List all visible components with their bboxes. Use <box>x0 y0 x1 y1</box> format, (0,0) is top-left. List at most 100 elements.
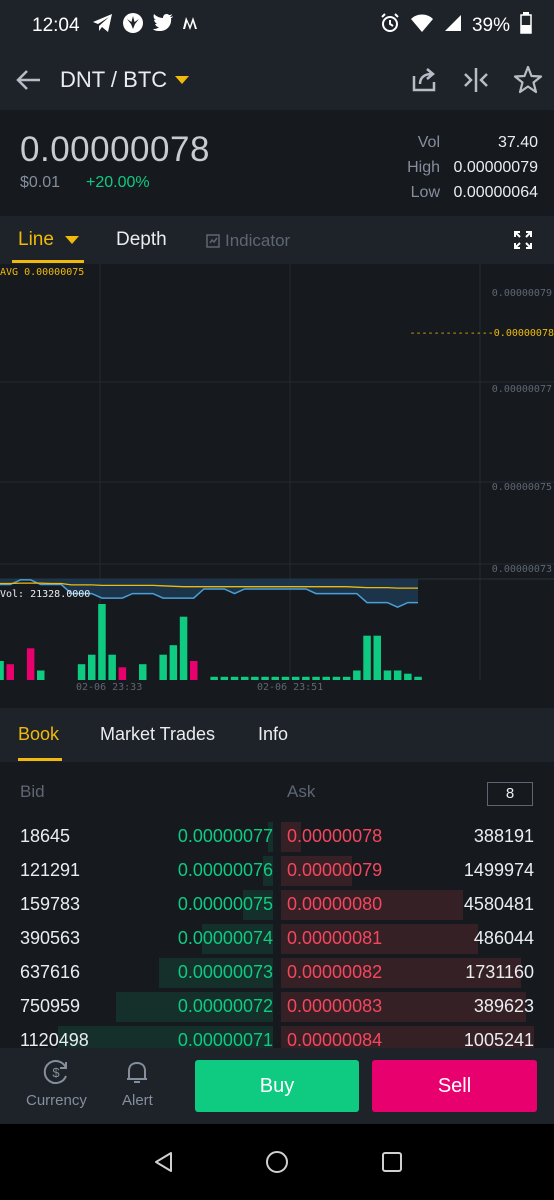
sell-button[interactable]: Sell <box>372 1060 537 1112</box>
ask-price: 0.00000081 <box>287 928 383 948</box>
pair-selector[interactable]: DNT / BTC <box>60 67 190 93</box>
bid-quantity: 390563 <box>20 928 81 948</box>
ask-quantity: 1499974 <box>463 860 534 880</box>
bid-quantity: 637616 <box>20 962 81 982</box>
bid-quantity: 159783 <box>20 894 81 914</box>
volume-bar <box>179 616 188 680</box>
system-nav-bar <box>0 1124 554 1200</box>
current-price-label: 0.00000078 <box>493 328 554 339</box>
tab-info[interactable]: Info <box>258 724 289 744</box>
order-book-row[interactable]: 637616 0.00000073 0.00000082 1731160 <box>0 956 554 990</box>
order-book-row[interactable]: 159783 0.00000075 0.00000080 4580481 <box>0 888 554 922</box>
ask-depth-bar <box>281 924 478 954</box>
ask-price: 0.00000083 <box>287 996 383 1016</box>
buy-button[interactable]: Buy <box>195 1060 359 1112</box>
ask-price: 0.00000082 <box>287 962 383 982</box>
ticker-stats: Vol 37.40 High 0.00000079 Low 0.00000064 <box>364 130 538 205</box>
current-price-marker: --------------0.00000078 <box>409 328 554 339</box>
last-price: 0.00000078 <box>20 130 210 169</box>
ask-price: 0.00000080 <box>287 894 383 914</box>
ask-depth-bar <box>281 992 526 1022</box>
tab-indicator[interactable]: Indicator <box>206 231 290 251</box>
bell-icon <box>127 1061 148 1083</box>
share-icon[interactable] <box>408 64 440 96</box>
star-icon[interactable] <box>512 64 544 96</box>
vol-label: Vol <box>417 134 440 151</box>
currency-icon: $ <box>44 1060 68 1084</box>
volume-bar <box>404 673 412 680</box>
price-chart[interactable]: AVG 0.00000075 0.00000079 0.00000077 0.0… <box>0 264 554 708</box>
tab-depth[interactable]: Depth <box>116 229 167 250</box>
volume-bar <box>37 670 45 680</box>
volume-bar <box>281 676 290 680</box>
tab-underline <box>12 260 84 263</box>
order-book-row[interactable]: 390563 0.00000074 0.00000081 486044 <box>0 922 554 956</box>
volume-bar <box>88 654 96 680</box>
home-nav-icon[interactable] <box>265 1150 289 1174</box>
bid-price: 0.00000074 <box>177 928 273 948</box>
y-tick: 0.00000073 <box>491 564 552 575</box>
compare-icon[interactable] <box>460 64 492 96</box>
alert-button[interactable]: Alert <box>122 1058 153 1109</box>
ask-depth-bar <box>281 958 521 988</box>
bid-price: 0.00000072 <box>177 996 273 1016</box>
fiat-price: $0.01 <box>20 174 61 191</box>
back-nav-icon[interactable] <box>152 1150 176 1174</box>
bid-header: Bid <box>20 782 45 801</box>
ask-quantity: 389623 <box>473 996 534 1016</box>
wifi-icon <box>410 13 434 39</box>
battery-label: 39% <box>471 15 510 36</box>
x-tick: 02-06 23:51 <box>257 682 324 693</box>
order-book-row[interactable]: 121291 0.00000076 0.00000079 1499974 <box>0 854 554 888</box>
depth-selector[interactable]: 8 <box>487 782 533 806</box>
ask-depth-bar <box>281 822 301 852</box>
alarm-icon <box>380 13 400 39</box>
ask-quantity: 1731160 <box>465 962 534 982</box>
tab-line-label: Line <box>18 229 54 250</box>
volume-bar <box>271 676 279 680</box>
volume-bar <box>261 676 269 680</box>
back-arrow-icon[interactable] <box>14 65 44 95</box>
bid-quantity: 121291 <box>20 860 81 880</box>
tab-book[interactable]: Book <box>18 724 60 744</box>
twitter-icon <box>152 14 174 38</box>
fullscreen-icon[interactable] <box>514 231 532 249</box>
currency-button[interactable]: $ Currency <box>26 1058 87 1109</box>
volume-bar <box>26 648 35 680</box>
ask-depth-bar <box>281 890 463 920</box>
recents-nav-icon[interactable] <box>380 1150 404 1174</box>
alert-label: Alert <box>122 1092 153 1109</box>
battery-icon <box>520 12 532 40</box>
book-tabs: Book Market Trades Info <box>0 708 554 762</box>
order-book-row[interactable]: 750959 0.00000072 0.00000083 389623 <box>0 990 554 1024</box>
tab-line[interactable]: Line <box>18 229 80 251</box>
volume-bar <box>302 676 310 680</box>
volume-bar <box>312 676 320 680</box>
status-bar: 12:04 39% <box>0 0 554 52</box>
currency-label: Currency <box>26 1092 87 1109</box>
volume-bar <box>241 676 249 680</box>
ask-quantity: 388191 <box>473 826 534 846</box>
bid-depth-bar <box>263 856 273 886</box>
volume-bar <box>291 676 300 680</box>
avg-label: AVG 0.00000075 <box>0 267 85 278</box>
bid-price: 0.00000076 <box>177 860 273 880</box>
vol-value: 37.40 <box>497 134 538 151</box>
volume-bar <box>6 664 14 680</box>
ask-quantity: 4580481 <box>463 894 534 914</box>
chart-canvas <box>0 264 554 680</box>
volume-bar <box>414 676 422 680</box>
telegram-icon <box>92 13 114 39</box>
order-book-row[interactable]: 18645 0.00000077 0.00000078 388191 <box>0 820 554 854</box>
y-tick: 0.00000075 <box>491 482 552 493</box>
tab-underline <box>18 758 62 761</box>
ticker-summary: 0.00000078 $0.01 +20.00% Vol 37.40 High 0.… <box>0 110 554 216</box>
avg-line <box>0 582 418 589</box>
pair-title: DNT / BTC <box>60 67 168 92</box>
tab-market-trades[interactable]: Market Trades <box>100 724 216 744</box>
bid-quantity: 18645 <box>20 826 71 846</box>
tab-indicator-label: Indicator <box>225 231 291 250</box>
y-tick: 0.00000079 <box>491 288 552 299</box>
bid-depth-bar <box>159 958 273 988</box>
volume-bar <box>332 676 341 680</box>
